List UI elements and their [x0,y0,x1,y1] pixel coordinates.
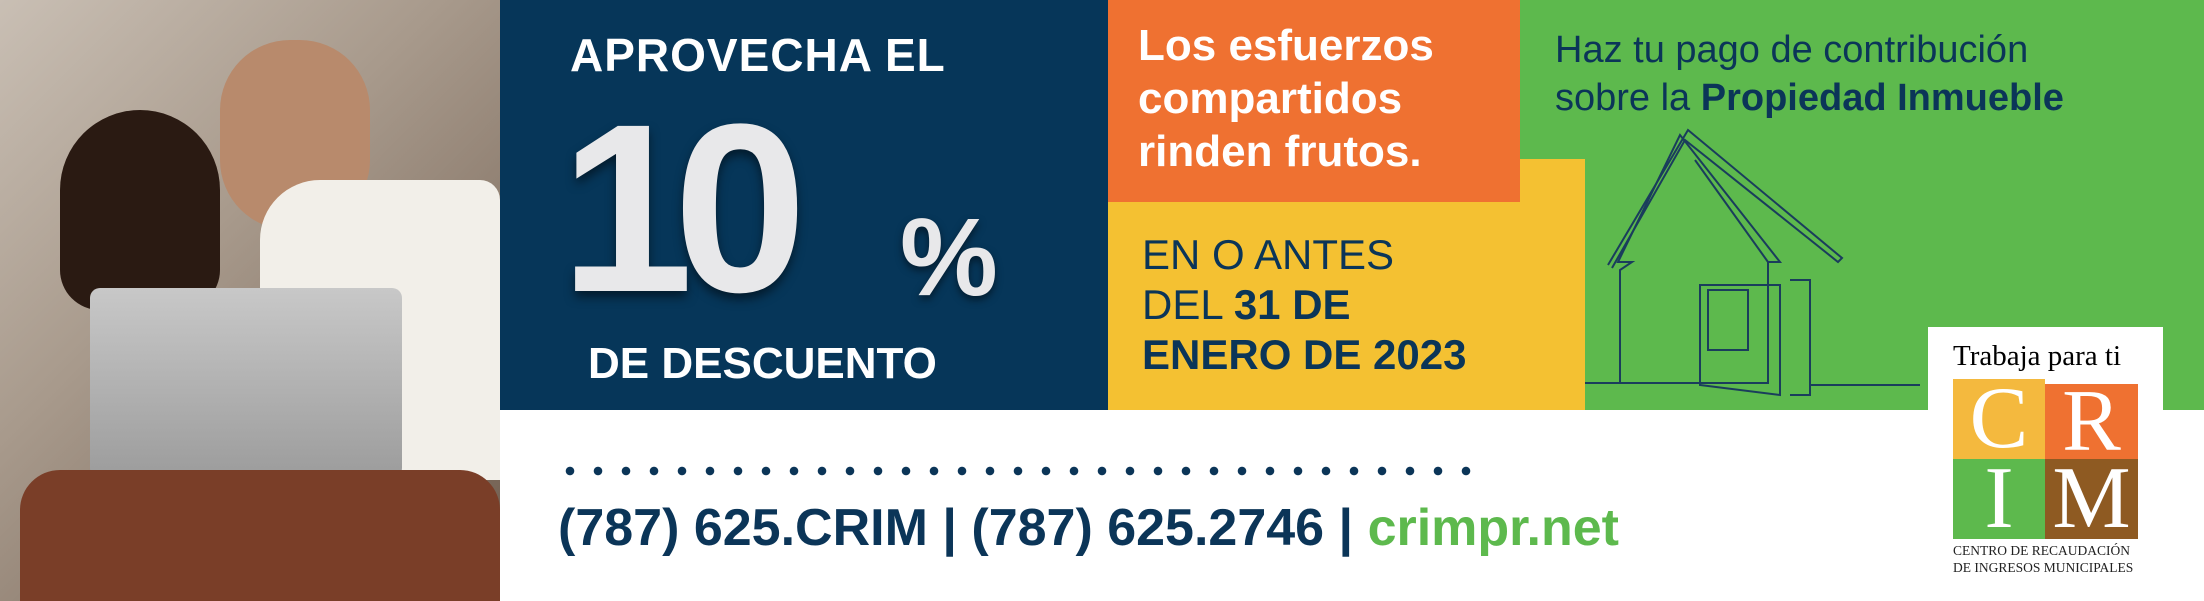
message-panel: Los esfuerzos compartidos rinden frutos. [1108,0,1520,202]
phone-crim[interactable]: (787) 625.CRIM [558,499,928,557]
percent-sign: % [900,196,998,319]
orange-line-2: compartidos [1138,74,1403,123]
green-line2-light: sobre la [1555,77,1701,119]
deadline-line2-bold: 31 DE [1233,281,1351,328]
separator: | [927,499,972,557]
laptop [90,288,402,478]
logo-letter-c: C [1953,379,2045,459]
woman-figure [60,110,220,310]
logo-caption-2: DE INGRESOS MUNICIPALES [1953,560,2134,575]
website-link[interactable]: crimpr.net [1367,499,1619,557]
logo-letters: C R I M [1953,379,2138,539]
separator: | [1324,499,1368,557]
deadline-panel: EN O ANTES DEL 31 DE ENERO DE 2023 [1108,202,1520,410]
logo-tagline: Trabaja para ti [1953,340,2122,372]
orange-line-1: Los esfuerzos [1138,21,1434,70]
contact-line: (787) 625.CRIM | (787) 625.2746 | crimpr… [558,499,1619,557]
couple-with-laptop-photo [0,0,500,601]
discount-panel: APROVECHA EL 10 % DE DESCUENTO [500,0,1108,410]
deadline-line2: DEL 31 DE [1142,281,1351,328]
logo-caption-1: CENTRO DE RECAUDACIÓN [1953,543,2130,558]
yellow-accent [1520,159,1585,410]
deadline-line1: EN O ANTES [1142,231,1395,278]
green-line1: Haz tu pago de contribución [1555,29,2029,71]
phone-number[interactable]: (787) 625.2746 [971,499,1325,557]
logo-letter-i: I [1953,459,2045,539]
dotted-divider [556,466,1486,476]
orange-line-3: rinden frutos. [1138,127,1422,176]
crim-logo: Trabaja para ti C R I M CENTRO DE RECAUD… [1928,327,2163,587]
deadline-line2-light: DEL [1142,281,1234,328]
green-line2-bold: Propiedad Inmueble [1700,77,2064,119]
logo-letter-m: M [2045,459,2138,539]
green-line2: sobre la Propiedad Inmueble [1555,77,2064,120]
headline: APROVECHA EL [570,29,946,81]
deadline-line3: ENERO DE 2023 [1142,331,1467,378]
discount-number: 10 [560,74,807,342]
logo-letter-r: R [2045,384,2138,459]
subline: DE DESCUENTO [588,339,937,388]
legs [20,470,500,601]
